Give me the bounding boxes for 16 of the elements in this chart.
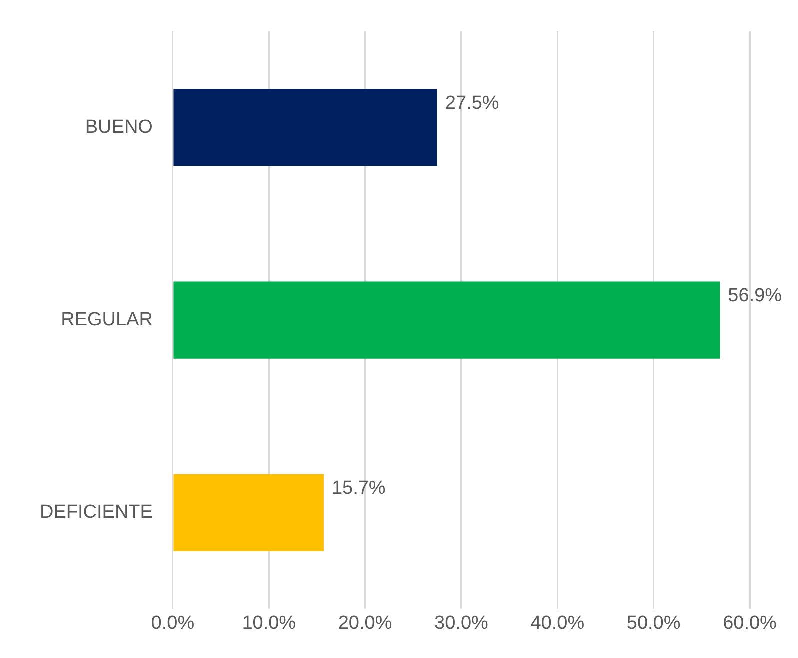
x-tick-label: 10.0% [242, 612, 296, 634]
bar [174, 89, 438, 166]
x-tick-label: 0.0% [151, 612, 195, 634]
data-label: 15.7% [332, 478, 386, 500]
x-tick-label: 20.0% [338, 612, 392, 634]
bar [174, 474, 324, 552]
bar [174, 282, 720, 359]
y-tick-label: DEFICIENTE [40, 502, 153, 524]
x-tick-label: 50.0% [626, 612, 681, 634]
y-tick-label: BUENO [85, 116, 153, 138]
x-tick-label: 60.0% [723, 612, 778, 634]
data-label: 27.5% [445, 92, 500, 114]
x-tick-label: 30.0% [434, 612, 489, 634]
data-label: 56.9% [728, 286, 782, 307]
x-tick-label: 40.0% [530, 612, 585, 634]
y-tick-label: REGULAR [61, 310, 153, 331]
